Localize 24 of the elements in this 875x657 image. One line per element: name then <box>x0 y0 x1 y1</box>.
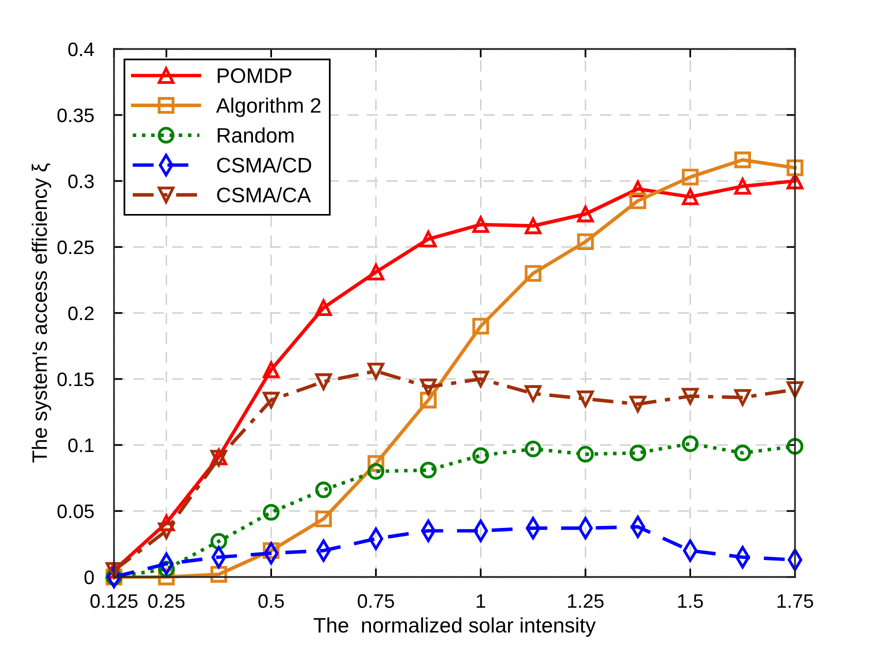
y-tick-label: 0.1 <box>68 438 94 452</box>
y-tick-label: 0.4 <box>68 42 94 56</box>
x-axis-title: The normalized solar intensity <box>314 617 596 637</box>
x-tick-label: 1.5 <box>678 594 703 608</box>
y-axis-title: The system's access efficiency ξ <box>32 163 52 463</box>
y-tick-label: 0 <box>84 570 94 584</box>
y-tick-label: 0.2 <box>68 306 94 320</box>
x-tick-label: 0.25 <box>148 594 184 608</box>
x-tick-label: 0.125 <box>90 594 138 608</box>
x-tick-label: 1 <box>476 594 486 608</box>
y-tick-label: 0.05 <box>57 504 94 518</box>
x-tick-label: 1.75 <box>778 594 814 608</box>
x-tick-label: 0.5 <box>258 594 284 608</box>
y-tick-label: 0.15 <box>57 372 94 386</box>
y-tick-label: 0.35 <box>57 108 94 122</box>
x-tick-label: 1.25 <box>568 594 604 608</box>
y-tick-label: 0.3 <box>68 174 94 188</box>
legend-label: Random <box>218 127 294 143</box>
legend-label: CSMA/CD <box>217 157 312 173</box>
y-tick-label: 0.25 <box>57 240 94 254</box>
legend-label: Algorithm 2 <box>216 98 320 118</box>
x-tick-label: 0.75 <box>358 594 394 608</box>
legend-label: CSMA/CA <box>217 187 311 202</box>
legend-label: POMDP <box>218 68 292 84</box>
